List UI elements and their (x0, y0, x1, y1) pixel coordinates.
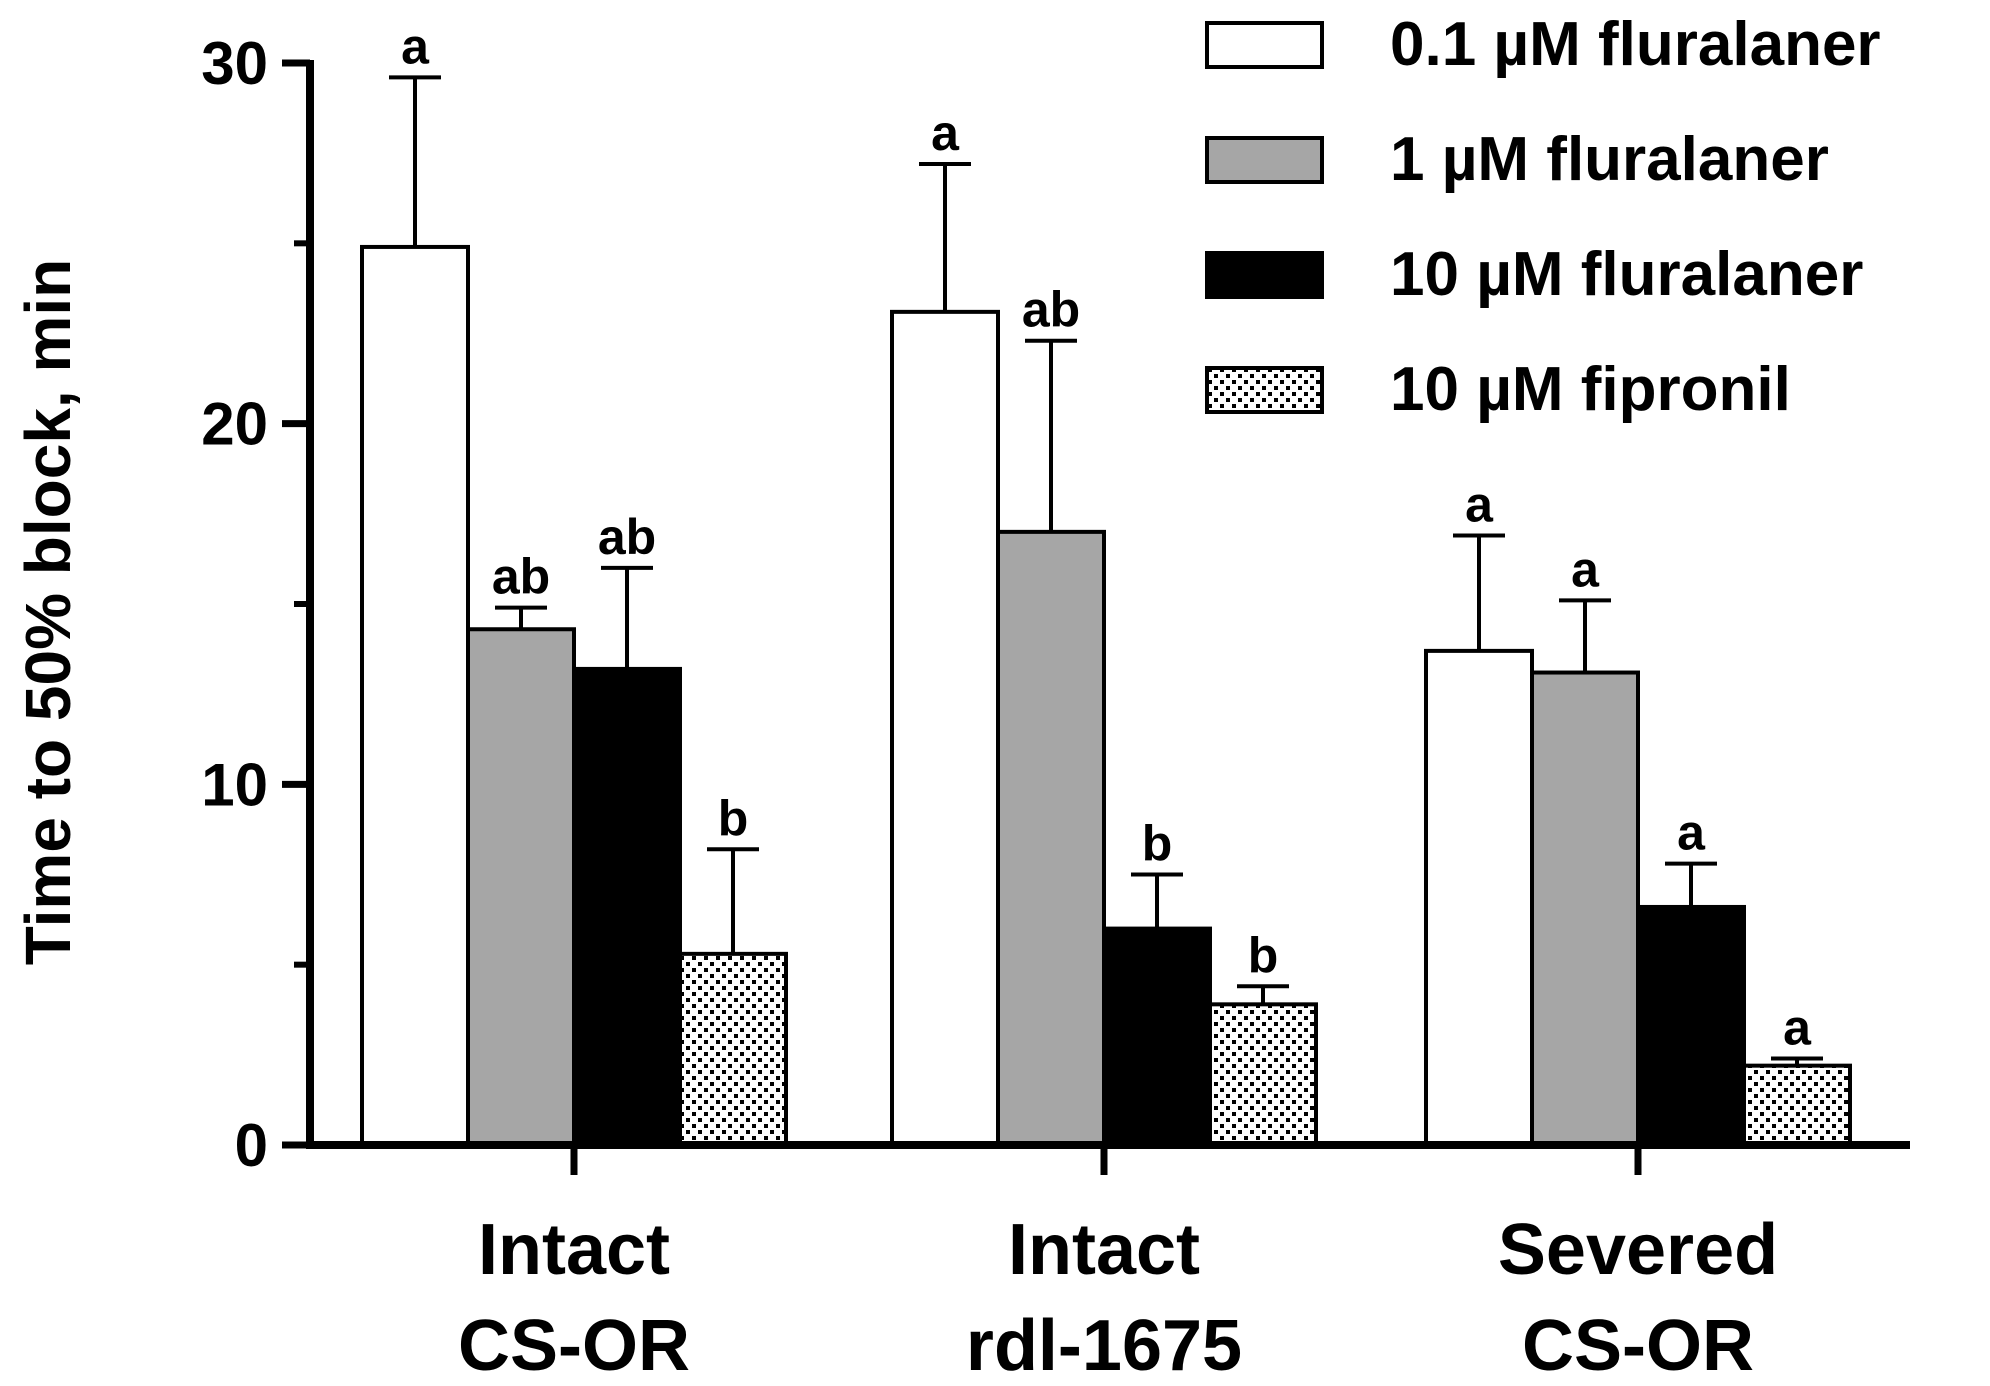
significance-label: ab (492, 549, 550, 605)
legend: 0.1 µM fluralaner 1 µM fluralaner 10 µM fl… (1205, 10, 1881, 424)
bar (1742, 1063, 1852, 1147)
legend-label: 0.1 µM fluralaner (1390, 10, 1881, 79)
bar (678, 951, 788, 1148)
bar (1530, 670, 1640, 1147)
bar (996, 529, 1106, 1147)
y-tick-label: 10 (201, 751, 268, 818)
legend-swatch (1205, 251, 1324, 299)
bar (1102, 926, 1212, 1147)
bar (360, 244, 470, 1147)
legend-label: 10 µM fluralaner (1390, 240, 1863, 309)
legend-swatch (1205, 366, 1324, 414)
y-tick-label: 0 (235, 1112, 268, 1179)
significance-label: a (931, 105, 960, 161)
x-category-label: Intact (478, 1210, 670, 1290)
y-tick-label: 30 (201, 30, 268, 97)
legend-label: 1 µM fluralaner (1390, 125, 1829, 194)
significance-label: a (1677, 805, 1706, 861)
x-category-label: CS-OR (1522, 1306, 1754, 1386)
bar (1424, 648, 1534, 1147)
axes: 0 10 20 30 Intact CS-OR Intact rdl-1675 Severed C… (201, 30, 1910, 1386)
significance-label: b (1142, 816, 1173, 872)
significance-label: ab (1022, 282, 1080, 338)
bar (1636, 904, 1746, 1148)
x-category-label: Severed (1498, 1210, 1778, 1290)
significance-label: a (1571, 541, 1600, 597)
legend-swatch (1205, 21, 1324, 69)
significance-label: b (1248, 927, 1279, 983)
bar (890, 309, 1000, 1147)
significance-label: ab (598, 509, 656, 565)
bar (466, 627, 576, 1147)
bar (572, 666, 682, 1147)
significance-label: b (718, 790, 749, 846)
significance-label: a (1465, 476, 1494, 532)
x-category-label: CS-OR (458, 1306, 690, 1386)
legend-label: 10 µM fipronil (1390, 355, 1791, 424)
x-category-label: Intact (1008, 1210, 1200, 1290)
bar (1208, 1002, 1318, 1148)
legend-swatch (1205, 136, 1324, 184)
x-category-label: rdl-1675 (966, 1306, 1242, 1386)
significance-label: a (1783, 999, 1812, 1055)
significance-label: a (401, 18, 430, 74)
y-tick-label: 20 (201, 391, 268, 458)
y-axis-title: Time to 50% block, min (12, 259, 84, 966)
